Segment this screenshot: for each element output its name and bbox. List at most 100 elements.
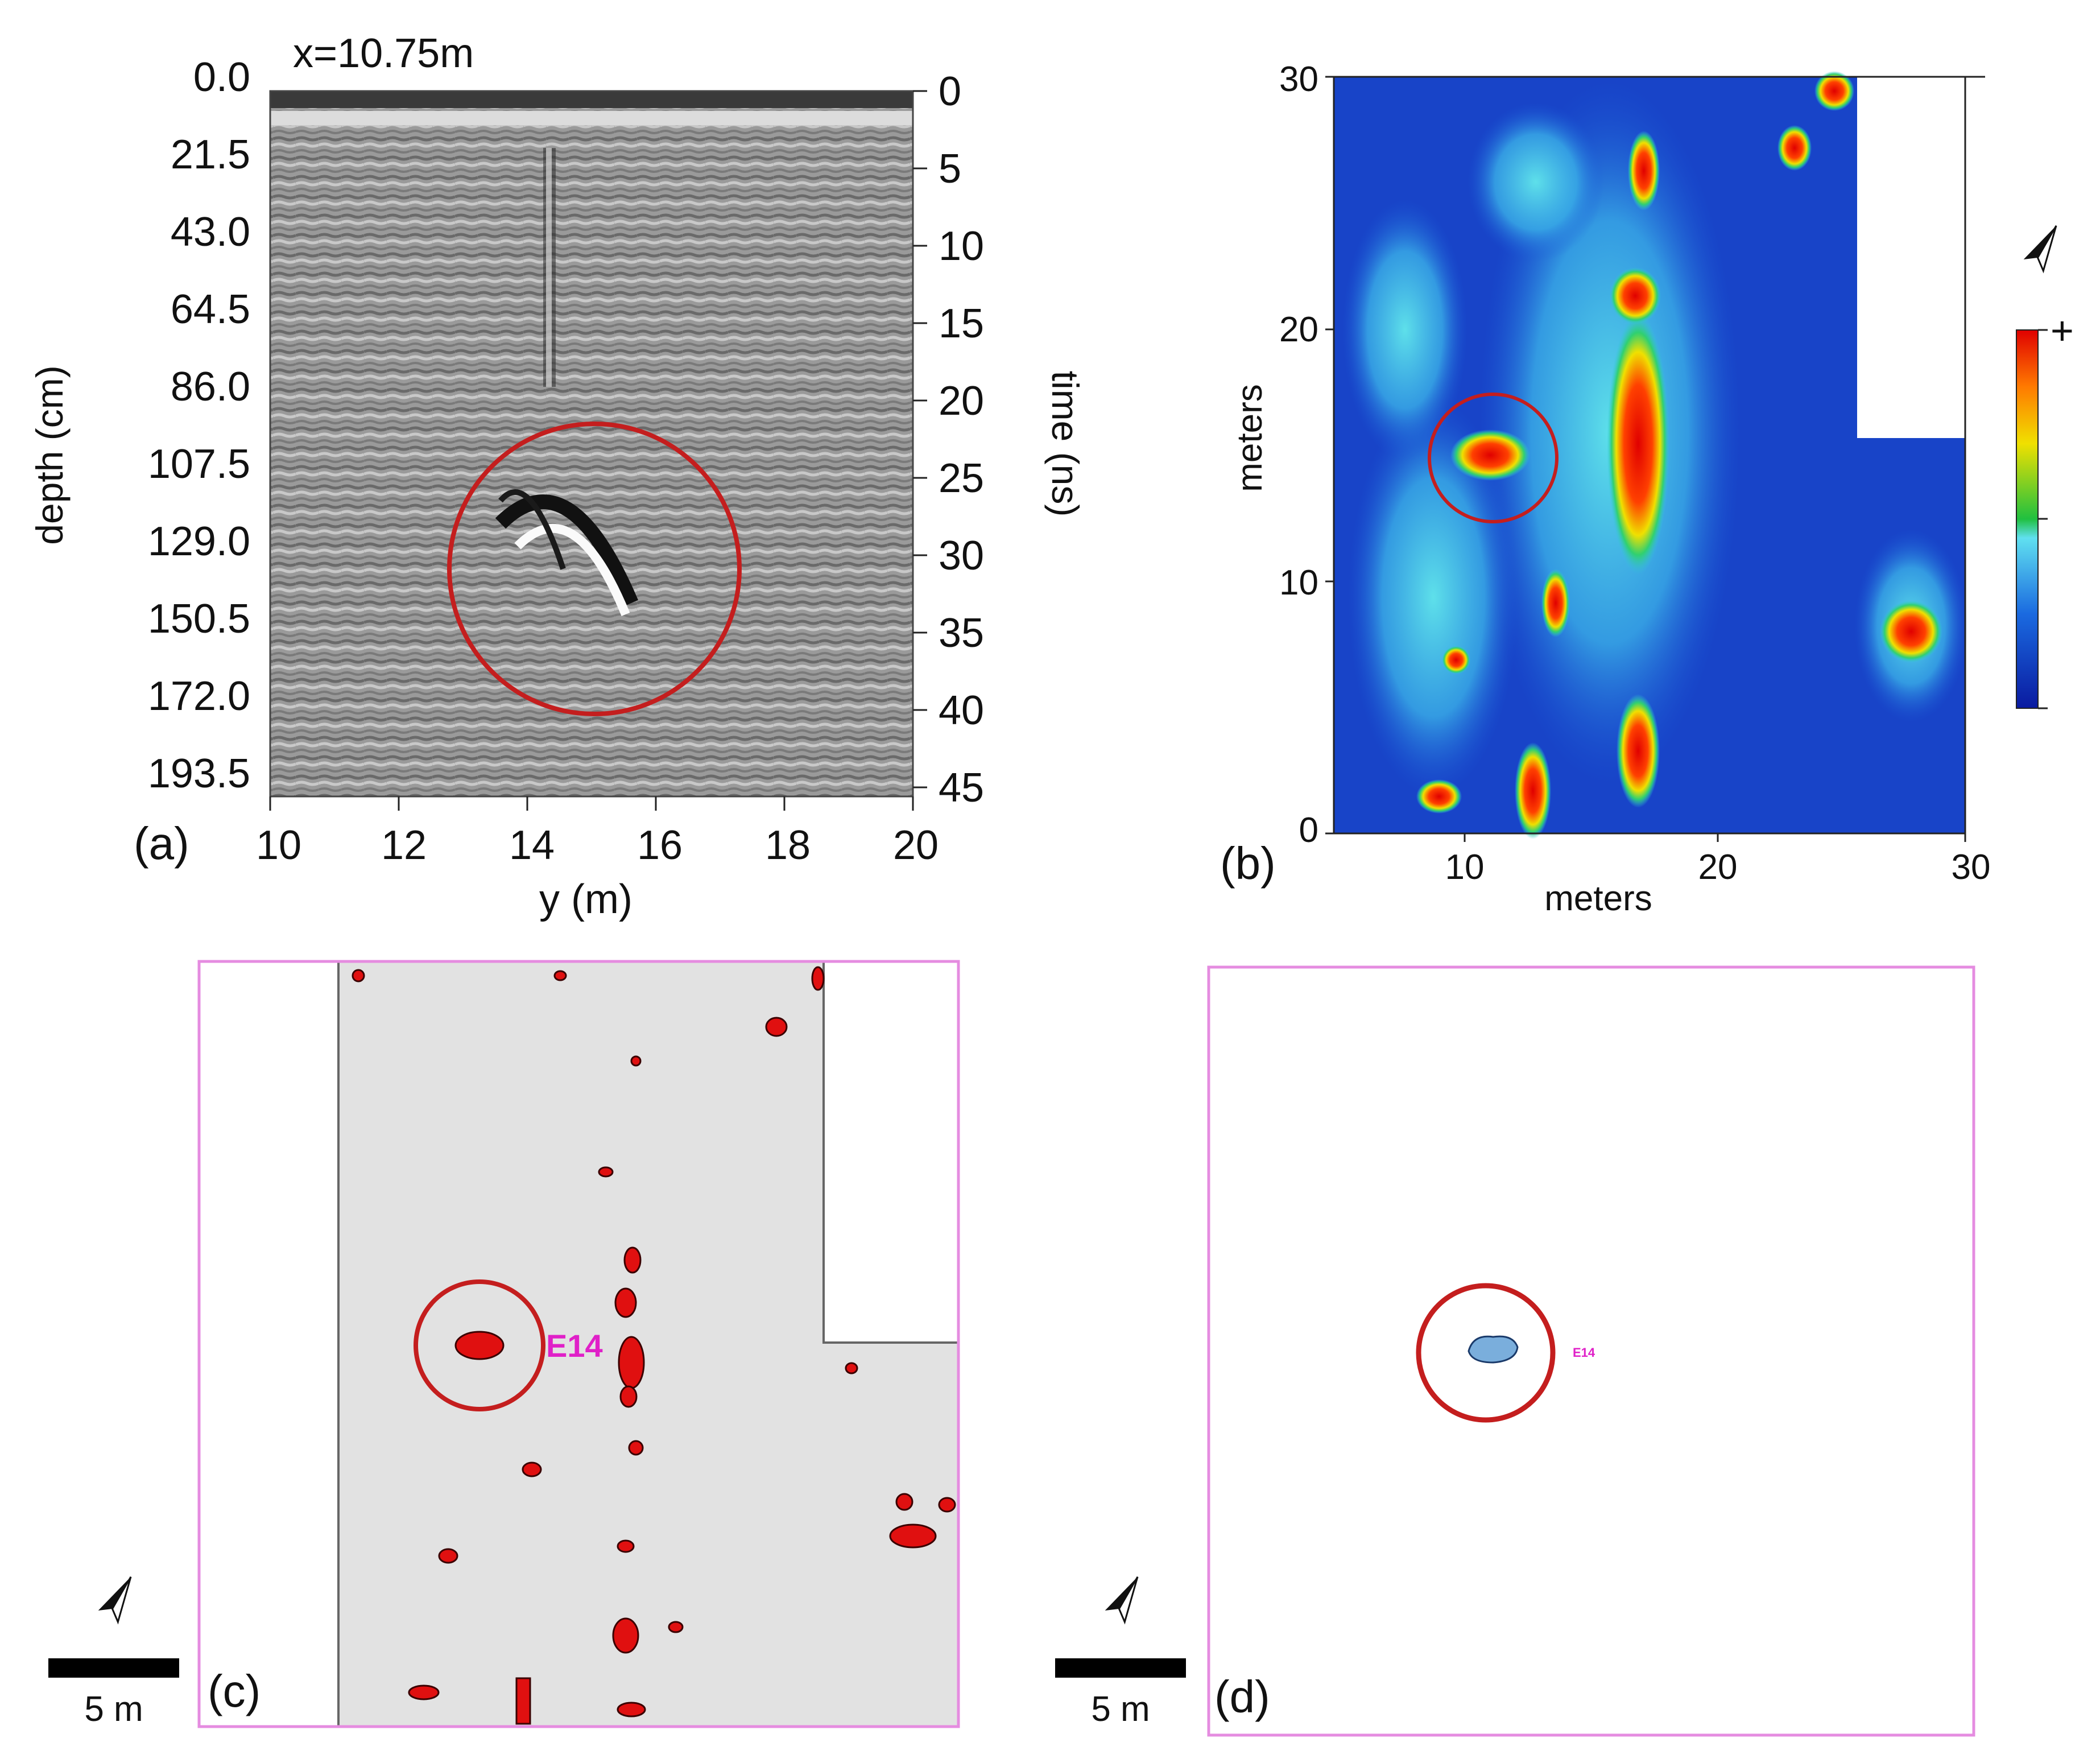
depth-tick: 150.5 bbox=[148, 596, 250, 642]
heatmap-anomaly bbox=[1416, 779, 1462, 814]
panel-b-y-axis: 30 20 10 0 bbox=[1279, 60, 1318, 850]
x-tick: 30 bbox=[1952, 848, 1991, 887]
anomaly-blob bbox=[598, 1166, 614, 1178]
time-tick: 35 bbox=[939, 610, 984, 656]
anomaly-e14-d bbox=[1467, 1335, 1519, 1364]
anomaly-blob bbox=[522, 1461, 542, 1477]
x-tick: 16 bbox=[637, 823, 683, 868]
radargram-top-band bbox=[270, 91, 913, 108]
anomaly-blob bbox=[811, 966, 825, 991]
anomaly-blob bbox=[614, 1287, 637, 1318]
heatmap-anomaly bbox=[1617, 694, 1660, 808]
highlight-circle-c bbox=[414, 1279, 545, 1411]
panel-d: E14 5 m (d) bbox=[1055, 965, 1975, 1737]
depth-axis: 0.0 21.5 43.0 64.5 86.0 107.5 129.0 150.… bbox=[148, 55, 250, 796]
heatmap-cloud bbox=[1467, 102, 1604, 262]
anomaly-blob bbox=[438, 1548, 458, 1564]
radargram bbox=[270, 91, 913, 796]
heatmap-anomaly bbox=[1607, 313, 1669, 575]
panel-c: E14 5 m (c) bbox=[48, 960, 960, 1729]
highlight-circle-a bbox=[447, 422, 742, 716]
ringing-artifact-light bbox=[546, 148, 552, 387]
x-tick: 12 bbox=[381, 823, 427, 868]
time-tick: 0 bbox=[939, 69, 961, 114]
depth-tick: 193.5 bbox=[148, 751, 250, 796]
highlight-circle-d bbox=[1416, 1283, 1556, 1423]
panel-b-ticks bbox=[1325, 76, 1985, 842]
depth-tick: 21.5 bbox=[171, 132, 250, 177]
anomaly-blob bbox=[765, 1017, 788, 1037]
time-tick: 40 bbox=[939, 688, 984, 733]
time-axis-label: time (ns) bbox=[1044, 371, 1086, 517]
time-tick: 15 bbox=[939, 301, 984, 346]
colorbar bbox=[2016, 329, 2039, 709]
x-tick: 20 bbox=[1698, 848, 1738, 887]
anomaly-blob bbox=[553, 970, 567, 981]
panel-a: x=10.75m 0.0 21.5 43.0 64.5 86.0 107.5 1… bbox=[28, 31, 1086, 922]
panel-letter-a: (a) bbox=[134, 818, 189, 869]
scale-label-d: 5 m bbox=[1091, 1690, 1150, 1729]
anomaly-blob bbox=[515, 1677, 531, 1725]
y-tick: 0 bbox=[1299, 811, 1318, 850]
panel-b-y-label: meters bbox=[1230, 384, 1270, 492]
time-tick: 45 bbox=[939, 765, 984, 811]
hyperbola-reflection-light bbox=[514, 523, 630, 617]
depth-tick: 107.5 bbox=[148, 441, 250, 487]
anomaly-blob bbox=[623, 1246, 642, 1274]
hyperbola-left-arm bbox=[498, 489, 566, 570]
anomaly-blob bbox=[352, 969, 365, 982]
heatmap-cloud bbox=[1342, 199, 1467, 461]
heatmap-cloud bbox=[1348, 398, 1519, 796]
depth-tick: 129.0 bbox=[148, 519, 250, 564]
no-data-region bbox=[1857, 77, 1965, 438]
x-axis-label: y (m) bbox=[539, 877, 633, 922]
depth-axis-label: depth (cm) bbox=[28, 365, 71, 544]
highlight-circle-b bbox=[1428, 393, 1559, 523]
heatmap-anomaly bbox=[1880, 600, 1942, 663]
anomaly-blob bbox=[668, 1621, 684, 1633]
x-tick: 18 bbox=[765, 823, 811, 868]
heatmap-anomaly bbox=[1777, 125, 1812, 171]
time-tick: 25 bbox=[939, 456, 984, 501]
depth-tick: 0.0 bbox=[193, 55, 250, 100]
x-tick: 14 bbox=[509, 823, 555, 868]
depth-tick: 86.0 bbox=[171, 364, 250, 410]
radargram-top-band-2 bbox=[270, 111, 913, 125]
y-tick: 30 bbox=[1279, 60, 1318, 99]
north-arrow-icon bbox=[98, 1576, 132, 1625]
time-tick: 10 bbox=[939, 224, 984, 269]
scale-bar-d bbox=[1055, 1658, 1186, 1678]
north-arrow-icon bbox=[1105, 1576, 1139, 1625]
anomaly-blob bbox=[617, 1702, 646, 1717]
colorbar-plus-label: + bbox=[2051, 308, 2074, 353]
heatmap-anomaly bbox=[1628, 131, 1660, 210]
anomaly-blob bbox=[845, 1362, 858, 1374]
heatmap-anomaly bbox=[1442, 646, 1470, 674]
panel-letter-c: (c) bbox=[208, 1666, 261, 1716]
x-tick: 20 bbox=[893, 823, 939, 868]
heatmap-border bbox=[1333, 76, 1966, 835]
time-axis: 0 5 10 15 20 25 30 35 40 45 bbox=[913, 69, 984, 811]
anomaly-blob bbox=[408, 1684, 440, 1700]
radargram-border bbox=[269, 90, 914, 798]
anomaly-blob bbox=[630, 1055, 642, 1067]
panel-letter-b: (b) bbox=[1220, 838, 1276, 889]
time-tick: 30 bbox=[939, 533, 984, 579]
panel-b-x-label: meters bbox=[1544, 879, 1652, 918]
hyperbola-reflection bbox=[495, 494, 638, 606]
anomaly-blob bbox=[619, 1385, 638, 1408]
depth-tick: 43.0 bbox=[171, 209, 250, 255]
heatmap-anomaly bbox=[1515, 742, 1551, 839]
anomaly-blob bbox=[895, 1493, 913, 1511]
scale-bar-c bbox=[48, 1658, 179, 1678]
anomaly-label-c: E14 bbox=[546, 1328, 603, 1364]
anomaly-blob bbox=[612, 1617, 639, 1654]
heatmap-anomaly bbox=[1814, 71, 1854, 111]
anomaly-blob bbox=[628, 1440, 644, 1456]
x-tick: 10 bbox=[256, 823, 301, 868]
panel-b-x-axis: 10 20 30 bbox=[1445, 848, 1991, 887]
heatmap-anomaly bbox=[1541, 569, 1570, 637]
survey-frame-d bbox=[1207, 965, 1975, 1737]
anomaly-blob bbox=[618, 1336, 645, 1389]
anomaly-blob bbox=[617, 1539, 635, 1553]
